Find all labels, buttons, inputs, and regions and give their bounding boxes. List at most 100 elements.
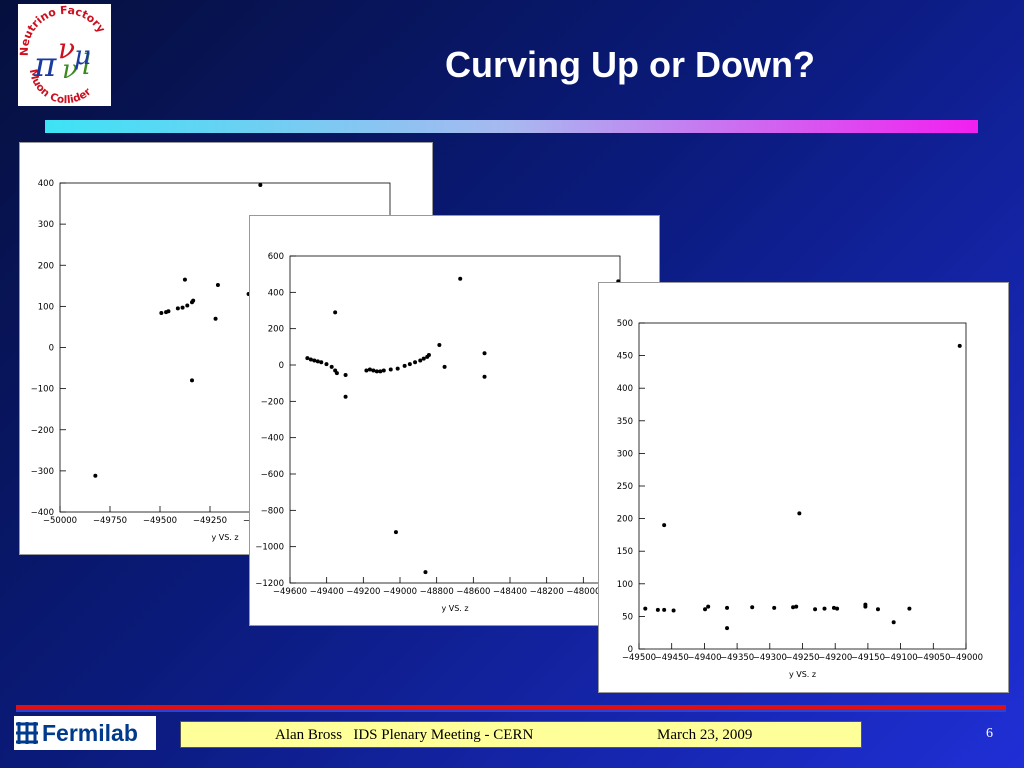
y-tick-label: 100 — [38, 302, 54, 312]
slide-title: Curving Up or Down? — [445, 44, 815, 85]
y-tick-label: 350 — [617, 417, 633, 427]
x-tick-label: −49500 — [143, 516, 177, 526]
x-axis-label: y VS. z — [441, 604, 468, 613]
x-tick-label: −49250 — [785, 653, 819, 663]
data-point — [305, 356, 310, 361]
data-point — [794, 604, 799, 609]
y-tick-label: 400 — [617, 384, 633, 394]
data-point — [643, 606, 648, 611]
x-tick-label: −48000 — [566, 587, 600, 597]
data-point — [312, 358, 317, 363]
svg-text:μ: μ — [74, 41, 91, 71]
data-point — [662, 607, 667, 612]
data-point — [402, 363, 407, 368]
x-tick-label: −48800 — [420, 587, 454, 597]
footer-rule-blue — [16, 709, 1006, 712]
scatter-plot-2-svg: 600 400 200 0 −200 −400 −600 −800 −1000 −1200−496… — [255, 252, 637, 613]
data-point — [703, 607, 708, 612]
x-tick-label: −49500 — [622, 653, 656, 663]
footer-text: Alan Bross IDS Plenary Meeting - CERN — [275, 727, 534, 743]
data-point — [791, 605, 796, 610]
data-point — [407, 362, 412, 367]
x-tick-label: −50000 — [43, 516, 77, 526]
x-tick-label: −49400 — [687, 653, 721, 663]
data-point — [835, 606, 840, 611]
x-tick-label: −49000 — [949, 653, 983, 663]
data-point — [175, 306, 180, 311]
y-tick-label: 200 — [268, 325, 284, 335]
y-tick-label: −600 — [261, 470, 284, 480]
y-tick-label: 250 — [617, 482, 633, 492]
data-point — [367, 367, 372, 372]
data-point — [378, 369, 383, 374]
scatter-plot-2: 600 400 200 0 −200 −400 −600 −800 −1000 −1200 −496… — [249, 215, 660, 626]
svg-text:π: π — [33, 45, 57, 85]
data-point — [381, 368, 386, 373]
footer-date: March 23, 2009 — [657, 727, 753, 743]
data-point — [662, 523, 667, 528]
neutrino-factory-logo: Neutrino Factory Muon Collider π ν ν l μ — [18, 4, 111, 106]
data-point — [437, 343, 442, 348]
data-point — [191, 298, 196, 303]
y-tick-label: 200 — [38, 261, 54, 271]
y-tick-label: −800 — [261, 506, 284, 516]
y-tick-label: 450 — [617, 352, 633, 362]
fermilab-label: Fermilab — [42, 719, 138, 746]
x-tick-label: −49300 — [753, 653, 787, 663]
x-tick-label: −49000 — [383, 587, 417, 597]
x-tick-label: −48600 — [456, 587, 490, 597]
y-tick-label: −1200 — [255, 579, 284, 589]
data-point — [458, 276, 463, 281]
data-point — [797, 511, 802, 516]
data-point — [750, 605, 755, 610]
x-tick-label: −49100 — [884, 653, 918, 663]
plot-frame — [289, 255, 621, 584]
data-point — [426, 353, 431, 358]
svg-text:ν: ν — [58, 32, 75, 65]
data-point — [875, 607, 880, 612]
data-point — [671, 608, 676, 613]
data-point — [482, 374, 487, 379]
data-point — [413, 360, 418, 365]
data-point — [725, 626, 730, 631]
data-point — [706, 604, 711, 609]
data-point — [395, 366, 400, 371]
x-tick-label: −49200 — [346, 587, 380, 597]
data-point — [418, 358, 423, 363]
data-point — [166, 309, 171, 314]
data-point — [891, 620, 896, 625]
x-tick-label: −49600 — [273, 587, 307, 597]
fermilab-icon — [14, 720, 40, 746]
plot-frame — [638, 322, 967, 650]
y-tick-label: 0 — [279, 361, 284, 371]
y-tick-label: 0 — [49, 344, 54, 354]
y-tick-label: −1000 — [255, 543, 284, 553]
data-point — [324, 362, 329, 367]
x-tick-label: −48200 — [530, 587, 564, 597]
data-point — [93, 473, 98, 478]
title-gradient-bar — [45, 120, 978, 133]
data-point — [423, 570, 428, 575]
x-tick-label: −48400 — [493, 587, 527, 597]
x-tick-label: −49400 — [310, 587, 344, 597]
y-tick-label: 0 — [628, 645, 633, 655]
x-axis-label: y VS. z — [211, 533, 238, 542]
y-tick-label: 100 — [617, 580, 633, 590]
y-tick-label: −400 — [31, 508, 54, 518]
data-point — [180, 305, 185, 310]
data-point — [185, 303, 190, 308]
y-tick-label: −200 — [261, 397, 284, 407]
data-point — [308, 357, 313, 362]
data-point — [442, 364, 447, 369]
data-point — [371, 368, 376, 373]
x-axis-label: y VS. z — [789, 670, 816, 679]
y-tick-label: 400 — [268, 288, 284, 298]
data-point — [482, 351, 487, 356]
data-point — [213, 316, 218, 321]
data-point — [725, 605, 730, 610]
data-point — [159, 310, 164, 315]
data-point — [813, 607, 818, 612]
x-tick-label: −49750 — [93, 516, 127, 526]
data-point — [772, 605, 777, 610]
